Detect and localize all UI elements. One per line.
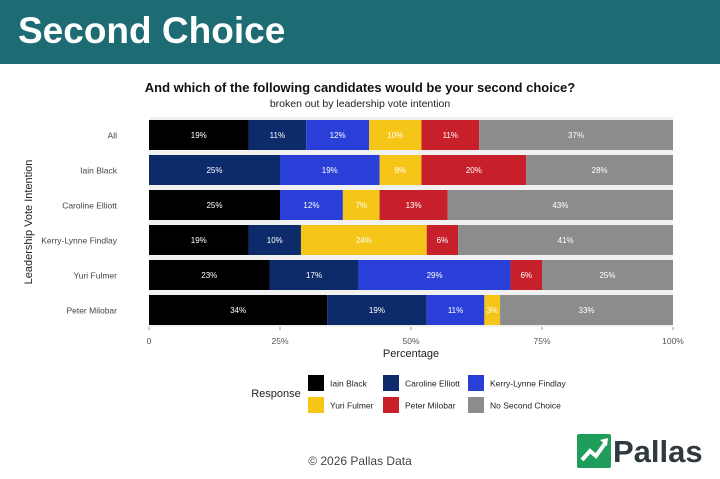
bar-segment: [248, 120, 307, 150]
chart-subtitle: broken out by leadership vote intention: [269, 98, 451, 110]
legend-item-label: Yuri Fulmer: [330, 401, 374, 411]
bar-data-label: 13%: [406, 201, 422, 210]
pallas-chart-arrow-icon: [577, 434, 611, 468]
bar-segment: [149, 225, 249, 255]
bar-segment: [149, 260, 270, 290]
bar-data-label: 41%: [558, 236, 574, 245]
bar-data-label: 24%: [356, 236, 372, 245]
x-tick-label: 0: [147, 336, 152, 346]
legend-swatch: [383, 397, 399, 413]
bar-data-label: 29%: [427, 271, 443, 280]
legend-item-label: Iain Black: [330, 379, 368, 389]
banner-title: Second Choice: [18, 10, 286, 51]
legend-item-label: No Second Choice: [490, 401, 561, 411]
y-axis-title: Leadership Vote Intention: [23, 160, 35, 285]
bar-segment: [269, 260, 359, 290]
bar-segment: [306, 120, 370, 150]
title-banner: Second Choice: [0, 0, 720, 64]
bar-data-label: 25%: [206, 166, 222, 175]
bar-data-label: 19%: [369, 306, 385, 315]
bar-segment: [149, 295, 328, 325]
bar-data-label: 20%: [466, 166, 482, 175]
bar-data-label: 12%: [303, 201, 319, 210]
legend-item-label: Caroline Elliott: [405, 379, 460, 389]
y-tick-label: Yuri Fulmer: [74, 271, 118, 281]
bar-segment: [484, 295, 501, 325]
bar-segment: [526, 155, 673, 185]
bar-data-label: 43%: [552, 201, 568, 210]
logo-text: Pallas: [613, 434, 703, 469]
bar-segment: [510, 260, 542, 290]
bar-data-label: 6%: [437, 236, 449, 245]
bar-segment: [500, 295, 673, 325]
bar-segment: [369, 120, 422, 150]
x-tick-label: 25%: [271, 336, 288, 346]
bar-segment: [447, 190, 673, 220]
legend-title: Response: [251, 388, 301, 400]
bar-data-label: 25%: [599, 271, 615, 280]
bar-segment: [149, 120, 249, 150]
bar-data-label: 33%: [579, 306, 595, 315]
legend-swatch: [308, 397, 324, 413]
x-axis-title: Percentage: [383, 348, 439, 360]
bar-data-label: 19%: [322, 166, 338, 175]
bar-segment: [479, 120, 673, 150]
y-tick-label: Kerry-Lynne Findlay: [41, 236, 117, 246]
bar-data-label: 11%: [270, 131, 285, 140]
bar-segment: [426, 225, 459, 255]
y-tick-label: All: [108, 131, 118, 141]
bar-segment: [542, 260, 673, 290]
bar-segment: [280, 155, 380, 185]
x-tick-label: 100%: [662, 336, 684, 346]
bar-data-label: 23%: [201, 271, 217, 280]
bar-segment: [358, 260, 511, 290]
x-tick-label: 75%: [533, 336, 550, 346]
bar-segment: [300, 225, 427, 255]
plot-panel: [149, 117, 673, 327]
y-tick-label: Peter Milobar: [66, 306, 117, 316]
bar-data-label: 11%: [443, 131, 458, 140]
bar-segment: [458, 225, 673, 255]
bar-segment: [379, 190, 448, 220]
bar-segment: [342, 190, 380, 220]
bar-data-label: 7%: [355, 201, 367, 210]
bar-data-label: 17%: [306, 271, 322, 280]
bar-data-label: 11%: [448, 306, 463, 315]
bar-data-label: 10%: [387, 131, 403, 140]
y-tick-label: Caroline Elliott: [62, 201, 117, 211]
bar-segment: [149, 190, 280, 220]
bar-segment: [280, 190, 343, 220]
bar-data-label: 3%: [486, 306, 498, 315]
legend-swatch: [308, 375, 324, 391]
x-tick-label: 50%: [402, 336, 419, 346]
bar-data-label: 12%: [330, 131, 346, 140]
legend-item-label: Peter Milobar: [405, 401, 456, 411]
footer-copyright: © 2026 Pallas Data: [308, 454, 412, 468]
bar-data-label: 25%: [206, 201, 222, 210]
bar-segment: [421, 155, 527, 185]
bar-data-label: 34%: [230, 306, 246, 315]
y-tick-label: Iain Black: [80, 166, 118, 176]
chart-title: And which of the following candidates wo…: [144, 80, 576, 95]
legend-swatch: [468, 397, 484, 413]
bar-data-label: 37%: [568, 131, 584, 140]
bar-segment: [421, 120, 480, 150]
bar-data-label: 6%: [520, 271, 532, 280]
bar-data-label: 8%: [395, 166, 407, 175]
bar-data-label: 10%: [267, 236, 283, 245]
bar-segment: [426, 295, 485, 325]
pallas-logo: Pallas: [577, 432, 717, 472]
bar-segment: [149, 155, 280, 185]
bar-data-label: 19%: [191, 236, 207, 245]
bar-data-label: 19%: [191, 131, 207, 140]
bar-segment: [327, 295, 427, 325]
legend-item-label: Kerry-Lynne Findlay: [490, 379, 566, 389]
legend-swatch: [383, 375, 399, 391]
bar-data-label: 28%: [592, 166, 608, 175]
legend-swatch: [468, 375, 484, 391]
bar-segment: [248, 225, 301, 255]
bar-segment: [379, 155, 422, 185]
